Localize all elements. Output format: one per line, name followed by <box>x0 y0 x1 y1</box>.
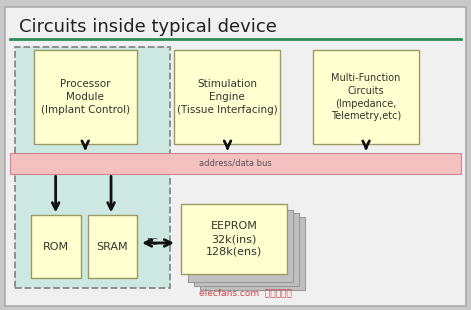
Bar <box>181 204 287 274</box>
Text: Stimulation
Engine
(Tissue Interfacing): Stimulation Engine (Tissue Interfacing) <box>177 79 278 115</box>
Text: SRAM: SRAM <box>97 242 128 252</box>
Text: Processor
Module
(Implant Control): Processor Module (Implant Control) <box>41 79 130 115</box>
Bar <box>31 215 81 278</box>
Bar <box>194 213 300 286</box>
Bar <box>88 215 137 278</box>
Bar <box>200 217 306 290</box>
Text: Multi-Function
Circuits
(Impedance,
Telemetry,etc): Multi-Function Circuits (Impedance, Tele… <box>331 73 401 121</box>
Bar <box>313 50 419 144</box>
Text: Circuits inside typical device: Circuits inside typical device <box>19 18 277 36</box>
Text: ROM: ROM <box>43 242 69 252</box>
Bar <box>174 50 280 144</box>
Bar <box>15 47 170 288</box>
Bar <box>33 50 137 144</box>
Text: address/data bus: address/data bus <box>199 159 272 168</box>
Text: elecfans.com  电子发烧友: elecfans.com 电子发烧友 <box>198 288 291 297</box>
Text: PC: PC <box>146 238 158 247</box>
Text: EEPROM
32k(ins)
128k(ens): EEPROM 32k(ins) 128k(ens) <box>206 221 262 257</box>
Bar <box>187 210 293 282</box>
Bar <box>10 153 461 174</box>
